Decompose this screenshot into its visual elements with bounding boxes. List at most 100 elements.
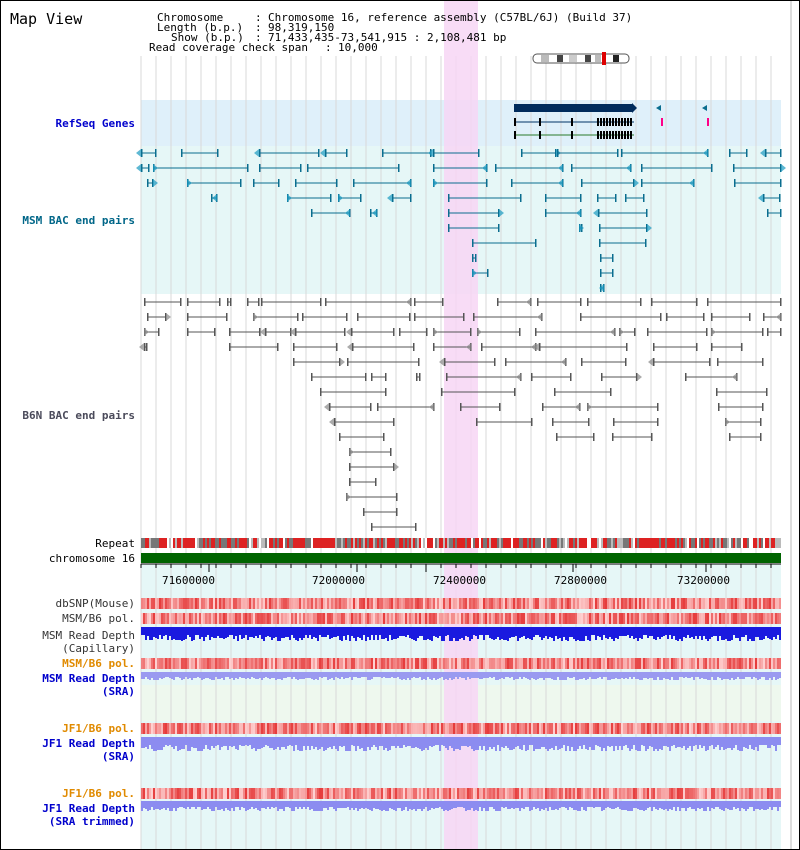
polymorphism-strip [547, 788, 549, 799]
polymorphism-strip [359, 658, 361, 669]
polymorphism-strip [571, 658, 573, 669]
read-depth-bar [217, 627, 219, 636]
repeat-segment [141, 538, 143, 548]
polymorphism-strip [513, 723, 515, 734]
track-label-jf1-b6-pol[interactable]: JF1/B6 pol. [62, 722, 135, 735]
read-depth-bar [751, 737, 753, 749]
read-depth-bar [679, 737, 681, 747]
read-depth-bar [777, 737, 779, 745]
read-depth-bar [687, 672, 689, 678]
polymorphism-strip [231, 788, 233, 799]
read-depth-bar [733, 801, 735, 807]
polymorphism-strip [599, 658, 601, 669]
read-depth-bar [693, 801, 695, 809]
polymorphism-strip [583, 598, 585, 609]
track-label-msm-depth-capillary[interactable]: MSM Read Depth [42, 629, 135, 642]
repeat-segment [591, 538, 593, 548]
bac-end-arrow [320, 149, 325, 157]
polymorphism-strip [573, 598, 575, 609]
track-label-msm-b6-pol[interactable]: MSM/B6 pol. [62, 612, 135, 625]
polymorphism-strip [555, 613, 557, 624]
polymorphism-strip [497, 658, 499, 669]
read-depth-bar [315, 737, 317, 747]
read-depth-bar [211, 627, 213, 637]
repeat-segment [283, 538, 285, 548]
polymorphism-strip [517, 658, 519, 669]
read-depth-bar [771, 737, 773, 745]
polymorphism-strip [673, 723, 675, 734]
read-depth-bar [607, 737, 609, 746]
polymorphism-strip [309, 598, 311, 609]
polymorphism-strip [729, 598, 731, 609]
polymorphism-strip [723, 723, 725, 734]
polymorphism-strip [149, 788, 151, 799]
read-depth-bar [647, 737, 649, 749]
repeat-segment [461, 538, 463, 548]
polymorphism-strip [357, 723, 359, 734]
read-depth-bar [547, 801, 549, 811]
read-depth-bar [585, 737, 587, 749]
polymorphism-strip [723, 658, 725, 669]
polymorphism-strip [391, 723, 393, 734]
read-depth-bar [709, 801, 711, 811]
bac-end-arrow [472, 269, 477, 277]
repeat-segment [671, 538, 673, 548]
polymorphism-strip [279, 788, 281, 799]
polymorphism-strip [723, 598, 725, 609]
read-depth-bar [247, 737, 249, 746]
polymorphism-strip [653, 658, 655, 669]
polymorphism-strip [469, 613, 471, 624]
track-label-jf1-depth-sra[interactable]: JF1 Read Depth [42, 737, 135, 750]
polymorphism-strip [643, 788, 645, 799]
b6n-bac-pair-end [709, 358, 711, 366]
read-depth-bar [445, 627, 447, 636]
polymorphism-strip [197, 723, 199, 734]
polymorphism-strip [583, 788, 585, 799]
track-label-jf1-depth-trimmed[interactable]: JF1 Read Depth [42, 802, 135, 815]
track-label-msm-bac[interactable]: MSM BAC end pairs [22, 214, 135, 227]
polymorphism-strip [527, 598, 529, 609]
read-depth-bar [461, 627, 463, 638]
read-depth-bar [613, 801, 615, 809]
polymorphism-strip [489, 788, 491, 799]
polymorphism-strip [625, 613, 627, 624]
polymorphism-strip [719, 658, 721, 669]
polymorphism-strip [149, 613, 151, 624]
polymorphism-strip [677, 613, 679, 624]
read-depth-bar [291, 801, 293, 811]
track-label-b6n-bac[interactable]: B6N BAC end pairs [22, 409, 135, 422]
polymorphism-strip [521, 658, 523, 669]
repeat-segment [383, 538, 385, 548]
track-label-msm-depth-sra[interactable]: MSM Read Depth [42, 672, 135, 685]
read-depth-bar [695, 672, 697, 677]
polymorphism-strip [607, 788, 609, 799]
polymorphism-strip [413, 788, 415, 799]
track-label-repeat[interactable]: Repeat [95, 537, 135, 550]
polymorphism-strip [587, 598, 589, 609]
read-depth-bar [295, 737, 297, 745]
read-depth-bar [763, 672, 765, 677]
track-label-dbsnp[interactable]: dbSNP(Mouse) [55, 597, 135, 610]
polymorphism-strip [625, 658, 627, 669]
read-depth-bar [313, 801, 315, 811]
polymorphism-strip [485, 658, 487, 669]
read-depth-bar [343, 672, 345, 679]
polymorphism-strip [299, 598, 301, 609]
repeat-segment [651, 538, 653, 548]
read-depth-bar [467, 801, 469, 810]
read-depth-bar [555, 801, 557, 809]
polymorphism-strip [347, 613, 349, 624]
b6n-bac-pair-end [660, 313, 662, 321]
read-depth-bar [205, 737, 207, 745]
read-depth-bar [725, 801, 727, 808]
read-depth-bar [475, 672, 477, 678]
read-depth-bar [197, 627, 199, 635]
track-label-chromosome[interactable]: chromosome 16 [48, 552, 135, 565]
polymorphism-strip [403, 598, 405, 609]
b6n-bac-pair-end [385, 373, 387, 381]
track-label-msm-b6-pol-sra[interactable]: MSM/B6 pol. [62, 657, 135, 670]
polymorphism-strip [653, 788, 655, 799]
polymorphism-strip [719, 788, 721, 799]
track-label-jf1-b6-pol-2[interactable]: JF1/B6 pol. [62, 787, 135, 800]
track-label-refseq[interactable]: RefSeq Genes [55, 117, 135, 130]
